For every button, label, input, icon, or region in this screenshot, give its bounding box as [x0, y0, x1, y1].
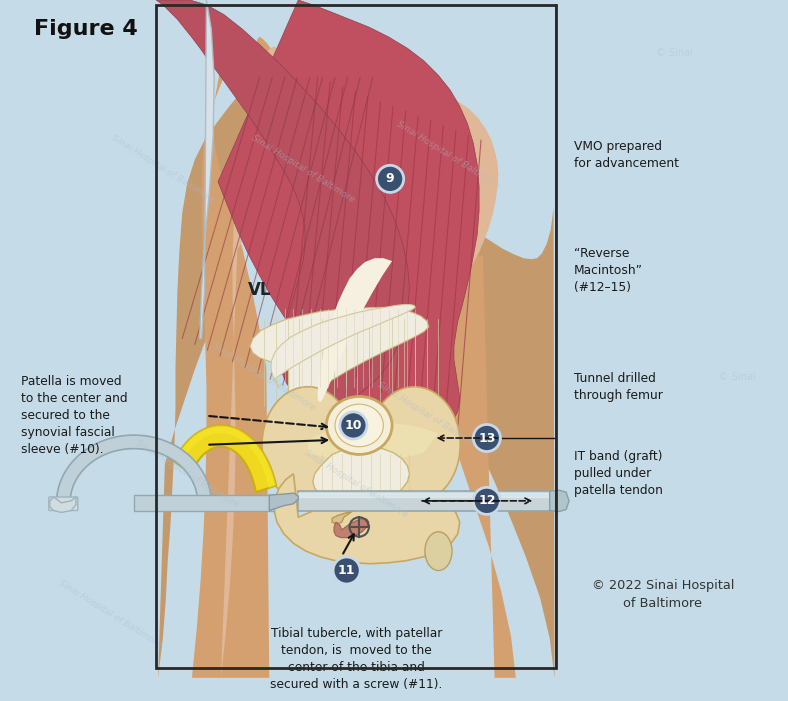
Text: Sinai Hospital of Baltimore: Sinai Hospital of Baltimore: [110, 134, 216, 205]
Polygon shape: [57, 435, 211, 503]
Circle shape: [340, 412, 367, 439]
Polygon shape: [269, 493, 299, 510]
Ellipse shape: [425, 532, 452, 571]
Text: Sinai Hospital of Baltimore: Sinai Hospital of Baltimore: [250, 134, 356, 205]
Polygon shape: [192, 36, 516, 678]
Polygon shape: [156, 0, 410, 406]
Polygon shape: [271, 304, 415, 387]
Text: Sinai Hospital of Baltimore: Sinai Hospital of Baltimore: [303, 448, 410, 519]
Polygon shape: [174, 426, 276, 492]
Polygon shape: [50, 497, 76, 512]
Polygon shape: [221, 46, 499, 678]
Polygon shape: [318, 258, 400, 402]
FancyBboxPatch shape: [49, 497, 78, 510]
Polygon shape: [174, 426, 276, 488]
Text: Figure 4: Figure 4: [34, 19, 137, 39]
Circle shape: [377, 165, 403, 192]
Text: Tunnel drilled
through femur: Tunnel drilled through femur: [574, 372, 663, 402]
Text: Patella is moved
to the center and
secured to the
synovial fascial
sleeve (#10).: Patella is moved to the center and secur…: [20, 375, 128, 456]
Polygon shape: [332, 497, 378, 524]
Polygon shape: [334, 518, 369, 538]
Text: Sinai Hospital of Baltimore: Sinai Hospital of Baltimore: [211, 341, 318, 413]
Text: Sinai Hospital of Baltimore: Sinai Hospital of Baltimore: [57, 578, 163, 650]
Polygon shape: [199, 0, 214, 339]
Text: Sinai Hospital of Baltimore: Sinai Hospital of Baltimore: [395, 119, 501, 190]
Text: “Reverse
Macintosh”
(#12–15): “Reverse Macintosh” (#12–15): [574, 247, 643, 294]
Polygon shape: [308, 423, 438, 462]
Text: 11: 11: [338, 564, 355, 577]
Ellipse shape: [368, 387, 460, 503]
Polygon shape: [274, 474, 459, 564]
Text: Sinai Hospital of Baltimore: Sinai Hospital of Baltimore: [134, 438, 240, 510]
Circle shape: [333, 557, 360, 584]
Text: 12: 12: [478, 494, 496, 508]
Text: 13: 13: [478, 432, 496, 444]
Text: © Sinai: © Sinai: [719, 372, 756, 382]
Polygon shape: [158, 68, 555, 678]
Text: Tibial tubercle, with patellar
tendon, is  moved to the
center of the tibia and
: Tibial tubercle, with patellar tendon, i…: [270, 627, 443, 690]
Polygon shape: [250, 308, 429, 406]
Text: 10: 10: [344, 419, 362, 432]
Ellipse shape: [326, 397, 392, 454]
Text: IT band (graft)
pulled under
patella tendon: IT band (graft) pulled under patella ten…: [574, 450, 663, 497]
Text: VMO prepared
for advancement: VMO prepared for advancement: [574, 139, 678, 170]
Polygon shape: [313, 447, 410, 507]
Circle shape: [474, 425, 500, 451]
Circle shape: [474, 487, 500, 515]
Polygon shape: [550, 490, 569, 512]
FancyBboxPatch shape: [134, 495, 274, 510]
Text: 9: 9: [386, 172, 395, 185]
Text: VL: VL: [248, 281, 271, 299]
Text: © Sinai: © Sinai: [656, 48, 693, 58]
Polygon shape: [218, 0, 479, 442]
Ellipse shape: [335, 404, 384, 447]
Text: © 2022 Sinai Hospital
of Baltimore: © 2022 Sinai Hospital of Baltimore: [592, 579, 734, 610]
FancyBboxPatch shape: [299, 491, 555, 510]
Text: Sinai Hospital of Baltimore: Sinai Hospital of Baltimore: [376, 380, 482, 451]
Ellipse shape: [262, 387, 354, 503]
